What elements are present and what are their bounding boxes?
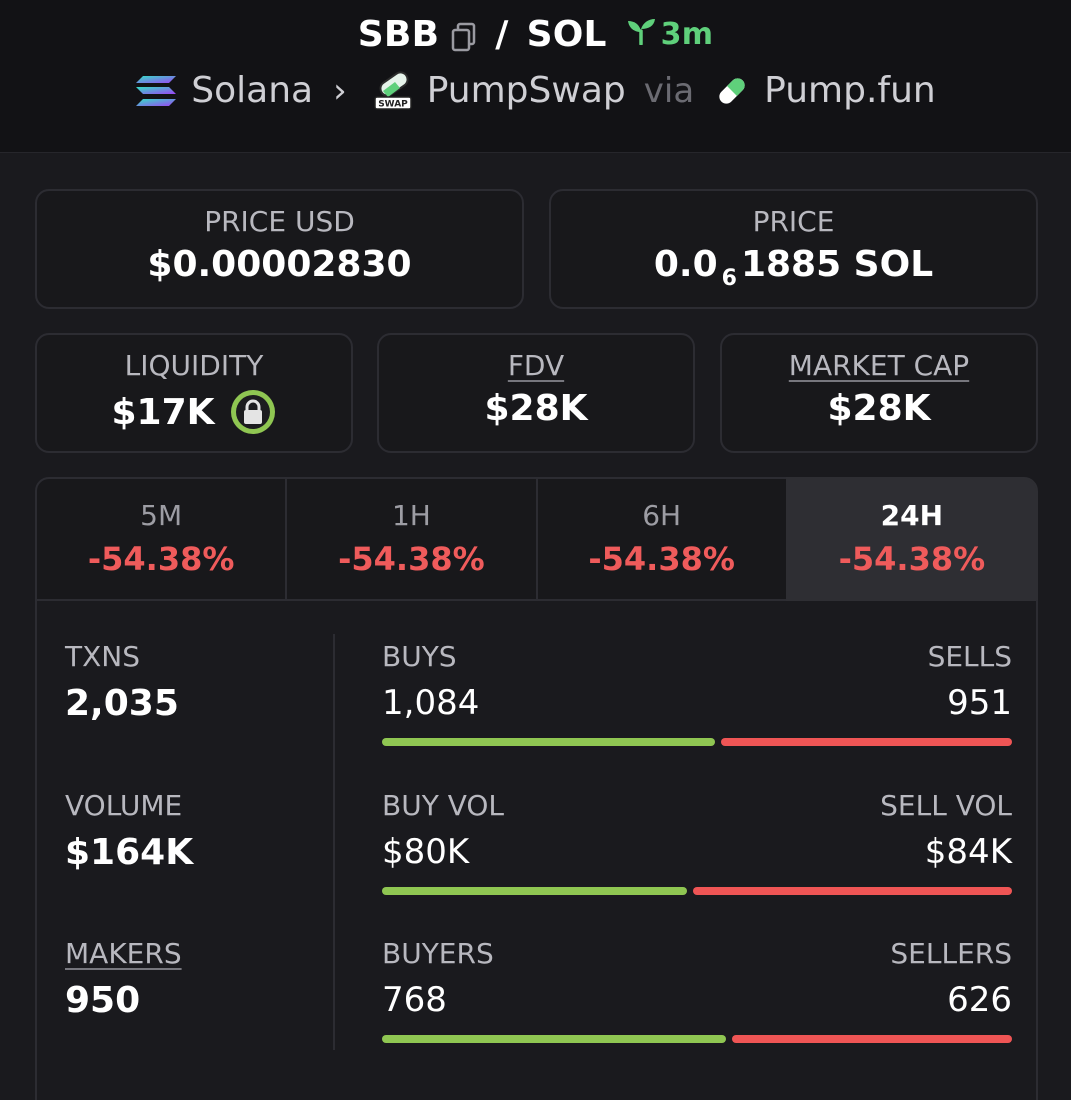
tab-1h-label: 1H xyxy=(391,499,431,532)
sells-bar xyxy=(721,738,1012,746)
tab-6h[interactable]: 6H -54.38% xyxy=(535,477,788,601)
buyers-sellers-stat: BUYERS SELLERS 768 626 xyxy=(382,937,1012,1020)
makers-value: 950 xyxy=(65,980,141,1021)
sell-vol-bar xyxy=(693,887,1012,895)
base-symbol: SBB xyxy=(357,14,440,55)
tab-5m-label: 5M xyxy=(140,499,183,532)
tab-24h-label: 24H xyxy=(880,499,944,532)
pair-separator: / xyxy=(495,14,509,55)
buyers-value: 768 xyxy=(382,980,447,1020)
sells-label: SELLS xyxy=(927,640,1012,673)
tab-5m[interactable]: 5M -54.38% xyxy=(35,477,288,601)
chevron-right-icon: › xyxy=(333,70,347,111)
buys-sells-stat: BUYS SELLS 1,084 951 xyxy=(382,640,1012,723)
copy-icon[interactable] xyxy=(451,20,477,51)
stats-panel: TXNS 2,035 VOLUME $164K MAKERS 950 BUYS … xyxy=(35,600,1038,1100)
lock-icon[interactable] xyxy=(229,388,277,436)
buyers-label: BUYERS xyxy=(382,937,494,970)
pill-icon xyxy=(714,73,750,109)
price-usd-label: PRICE USD xyxy=(204,205,355,238)
solana-icon xyxy=(135,74,177,108)
price-native-prefix: 0.0 xyxy=(653,244,718,285)
liquidity-value: $17K xyxy=(111,391,215,433)
price-native-suffix: 1885 SOL xyxy=(740,244,934,285)
sell-vol-label: SELL VOL xyxy=(880,789,1012,822)
tab-6h-label: 6H xyxy=(642,499,682,532)
volume-label: VOLUME xyxy=(65,789,183,822)
sellers-value: 626 xyxy=(947,980,1012,1020)
txns-value: 2,035 xyxy=(65,683,179,724)
stats-divider xyxy=(333,634,335,1050)
sellers-bar xyxy=(732,1035,1012,1043)
via-text: via xyxy=(643,70,695,111)
fdv-label[interactable]: FDV xyxy=(507,349,565,382)
makers-label[interactable]: MAKERS xyxy=(65,937,182,970)
makers-stat: MAKERS 950 xyxy=(65,937,182,1021)
age-text: 3m xyxy=(660,17,714,52)
buyers-bar xyxy=(382,1035,726,1043)
price-native-zero-count: 6 xyxy=(721,266,737,291)
price-usd-card: PRICE USD $0.00002830 xyxy=(35,189,524,309)
tab-5m-change: -54.38% xyxy=(87,540,235,578)
pair-title: SBB / SOL 3m xyxy=(0,14,1071,55)
pair-age: 3m xyxy=(625,17,714,53)
breadcrumb: Solana › SWAP PumpSwap via Pump.fun xyxy=(0,70,1071,111)
chain-link[interactable]: Solana xyxy=(191,70,314,111)
launchpad-link[interactable]: Pump.fun xyxy=(764,70,936,111)
market-cap-card: MARKET CAP $28K xyxy=(720,333,1038,453)
pumpswap-icon: SWAP xyxy=(373,70,413,111)
tab-1h[interactable]: 1H -54.38% xyxy=(285,477,538,601)
price-native-label: PRICE xyxy=(752,205,835,238)
volume-stat: VOLUME $164K xyxy=(65,789,193,873)
sells-value: 951 xyxy=(947,683,1012,723)
tab-1h-change: -54.38% xyxy=(338,540,485,578)
buys-bar xyxy=(382,738,715,746)
volume-value: $164K xyxy=(65,832,194,873)
sprout-icon xyxy=(625,17,657,53)
buy-vol-label: BUY VOL xyxy=(382,789,505,822)
txns-stat: TXNS 2,035 xyxy=(65,640,179,724)
tab-24h[interactable]: 24H -54.38% xyxy=(785,477,1038,601)
txns-label: TXNS xyxy=(65,640,141,673)
tab-24h-change: -54.38% xyxy=(838,540,986,578)
market-cap-label[interactable]: MARKET CAP xyxy=(788,349,970,382)
timeframe-tabs: 5M -54.38% 1H -54.38% 6H -54.38% 24H -54… xyxy=(35,477,1038,601)
dex-link[interactable]: PumpSwap xyxy=(426,70,626,111)
buy-vol-bar xyxy=(382,887,687,895)
liquidity-card: LIQUIDITY $17K xyxy=(35,333,353,453)
volume-split-stat: BUY VOL SELL VOL $80K $84K xyxy=(382,789,1012,872)
buys-value: 1,084 xyxy=(382,683,480,723)
pair-header: SBB / SOL 3m xyxy=(0,0,1071,153)
quote-symbol: SOL xyxy=(526,14,607,55)
liquidity-label: LIQUIDITY xyxy=(124,349,264,382)
sellers-label: SELLERS xyxy=(890,937,1012,970)
price-usd-value: $0.00002830 xyxy=(147,244,412,285)
fdv-card: FDV $28K xyxy=(377,333,695,453)
buys-label: BUYS xyxy=(382,640,457,673)
buy-vol-value: $80K xyxy=(382,832,470,872)
price-native-card: PRICE 0.0 6 1885 SOL xyxy=(549,189,1038,309)
fdv-value: $28K xyxy=(484,388,588,429)
tab-6h-change: -54.38% xyxy=(588,540,735,578)
sell-vol-value: $84K xyxy=(924,832,1012,872)
market-cap-value: $28K xyxy=(827,388,931,429)
svg-text:SWAP: SWAP xyxy=(378,99,408,109)
